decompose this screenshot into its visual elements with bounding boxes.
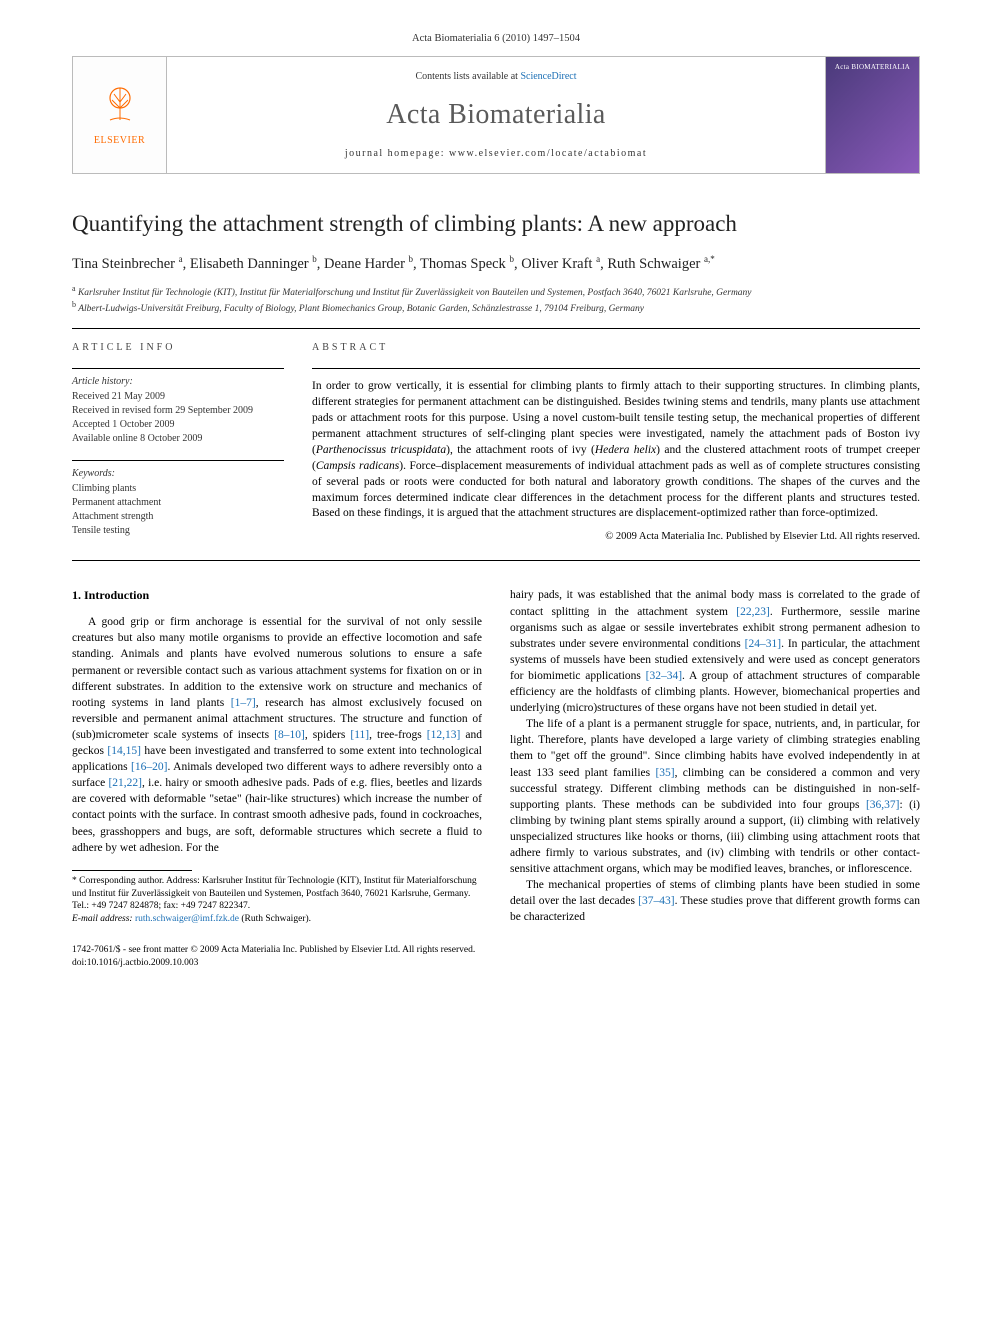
banner-center: Contents lists available at ScienceDirec… <box>167 57 825 173</box>
elsevier-tree-icon <box>98 82 142 132</box>
citation-link[interactable]: [14,15] <box>107 745 141 757</box>
citation-link[interactable]: [32–34] <box>646 670 682 682</box>
abstract-label: ABSTRACT <box>312 341 920 355</box>
history-line: Accepted 1 October 2009 <box>72 418 284 432</box>
keyword: Climbing plants <box>72 482 284 496</box>
history-line: Received in revised form 29 September 20… <box>72 404 284 418</box>
body-col-left: 1. Introduction A good grip or firm anch… <box>72 587 482 925</box>
affiliation-a: a Karlsruher Institut für Technologie (K… <box>72 284 920 300</box>
keyword: Attachment strength <box>72 510 284 524</box>
corr-author-text: * Corresponding author. Address: Karlsru… <box>72 875 482 913</box>
abstract-rule <box>312 368 920 369</box>
article-info-column: ARTICLE INFO Article history: Received 2… <box>72 341 284 553</box>
running-header: Acta Biomaterialia 6 (2010) 1497–1504 <box>72 32 920 46</box>
affiliations: a Karlsruher Institut für Technologie (K… <box>72 284 920 316</box>
corresponding-author-footnote: * Corresponding author. Address: Karlsru… <box>72 875 482 926</box>
page-footer: 1742-7061/$ - see front matter © 2009 Ac… <box>72 944 920 970</box>
section-heading: 1. Introduction <box>72 587 482 604</box>
footer-front-matter: 1742-7061/$ - see front matter © 2009 Ac… <box>72 944 920 957</box>
citation-link[interactable]: [8–10] <box>274 729 305 741</box>
keywords-label: Keywords: <box>72 467 284 481</box>
publisher-logo-box: ELSEVIER <box>73 57 167 173</box>
citation-link[interactable]: [36,37] <box>866 799 900 811</box>
article-title: Quantifying the attachment strength of c… <box>72 210 920 239</box>
keyword: Tensile testing <box>72 524 284 538</box>
journal-banner: ELSEVIER Contents lists available at Sci… <box>72 56 920 174</box>
journal-cover-thumb: Acta BIOMATERIALIA <box>825 57 919 173</box>
body-paragraph: A good grip or firm anchorage is essenti… <box>72 614 482 855</box>
abstract-text: In order to grow vertically, it is essen… <box>312 379 920 522</box>
citation-link[interactable]: [22,23] <box>736 606 770 618</box>
contents-prefix: Contents lists available at <box>415 71 520 82</box>
body-col-right: hairy pads, it was established that the … <box>510 587 920 925</box>
citation-link[interactable]: [12,13] <box>427 729 461 741</box>
history-line: Received 21 May 2009 <box>72 390 284 404</box>
abstract-copyright: © 2009 Acta Materialia Inc. Published by… <box>312 530 920 544</box>
cover-label: Acta BIOMATERIALIA <box>835 63 910 72</box>
citation-link[interactable]: [35] <box>655 767 674 779</box>
body-paragraph: The mechanical properties of stems of cl… <box>510 877 920 925</box>
info-rule-2 <box>72 460 284 461</box>
citation-link[interactable]: [24–31] <box>745 638 781 650</box>
body-paragraph: hairy pads, it was established that the … <box>510 587 920 716</box>
footnote-separator <box>72 870 192 871</box>
rule-bottom <box>72 560 920 561</box>
email-label: E-mail address: <box>72 914 133 924</box>
citation-link[interactable]: [11] <box>350 729 369 741</box>
history-line: Available online 8 October 2009 <box>72 432 284 446</box>
corr-email-line: E-mail address: ruth.schwaiger@imf.fzk.d… <box>72 913 482 926</box>
history-label: Article history: <box>72 375 284 389</box>
article-info-label: ARTICLE INFO <box>72 341 284 355</box>
info-rule-1 <box>72 368 284 369</box>
citation-link[interactable]: [37–43] <box>638 895 674 907</box>
sciencedirect-link[interactable]: ScienceDirect <box>520 71 576 82</box>
citation-link[interactable]: [1–7] <box>231 697 256 709</box>
keyword: Permanent attachment <box>72 496 284 510</box>
body-paragraph: The life of a plant is a permanent strug… <box>510 716 920 877</box>
keywords-block: Keywords: Climbing plants Permanent atta… <box>72 467 284 538</box>
journal-title: Acta Biomaterialia <box>386 96 605 134</box>
contents-available-line: Contents lists available at ScienceDirec… <box>415 70 576 84</box>
footer-doi: doi:10.1016/j.actbio.2009.10.003 <box>72 957 920 970</box>
rule-top <box>72 328 920 329</box>
abstract-column: ABSTRACT In order to grow vertically, it… <box>312 341 920 553</box>
corr-email-name: (Ruth Schwaiger). <box>241 914 311 924</box>
journal-homepage: journal homepage: www.elsevier.com/locat… <box>345 147 647 161</box>
affiliation-b: b Albert-Ludwigs-Universität Freiburg, F… <box>72 300 920 316</box>
citation-link[interactable]: [21,22] <box>108 777 142 789</box>
body-two-column: 1. Introduction A good grip or firm anch… <box>72 587 920 925</box>
publisher-name: ELSEVIER <box>94 134 145 148</box>
citation-link[interactable]: [16–20] <box>131 761 167 773</box>
corr-email-link[interactable]: ruth.schwaiger@imf.fzk.de <box>135 914 239 924</box>
author-list: Tina Steinbrecher a, Elisabeth Danninger… <box>72 253 920 274</box>
article-history: Article history: Received 21 May 2009 Re… <box>72 375 284 446</box>
